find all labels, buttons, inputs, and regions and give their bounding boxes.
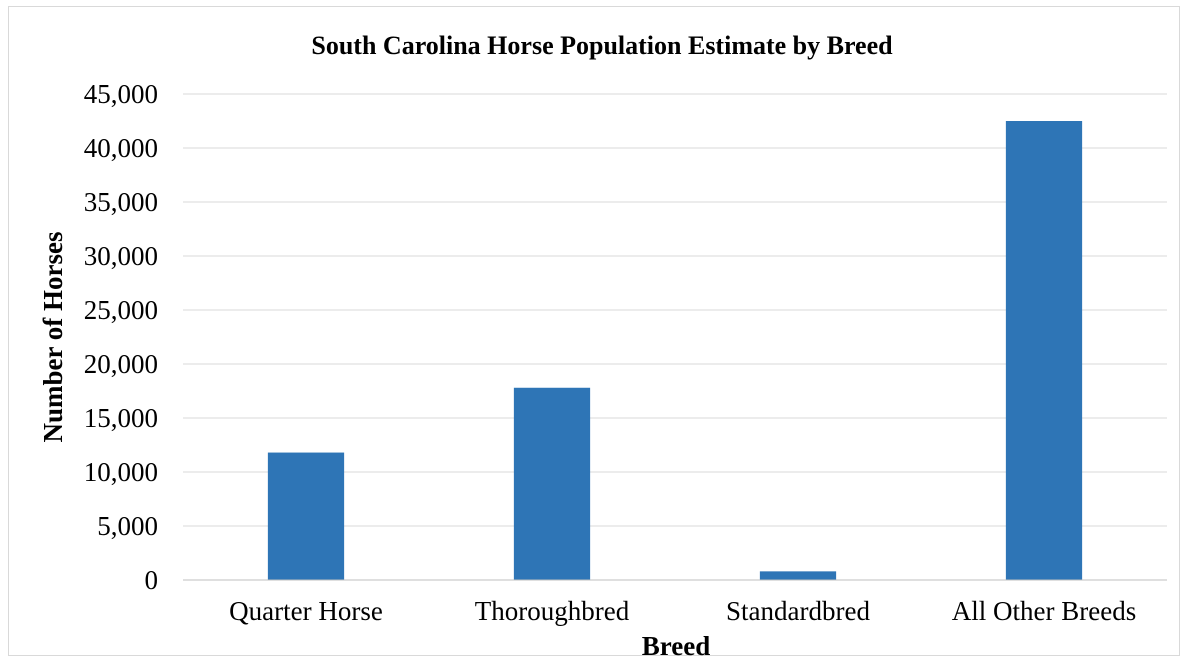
x-tick-label: Quarter Horse <box>229 596 383 626</box>
bar <box>759 571 837 580</box>
chart-frame <box>8 6 1180 656</box>
x-axis-title: Breed <box>642 631 711 661</box>
bar <box>1005 121 1083 580</box>
y-tick-label: 15,000 <box>84 403 158 433</box>
y-tick-label: 45,000 <box>84 79 158 109</box>
gridlines <box>183 93 1167 527</box>
y-tick-label: 5,000 <box>97 511 158 541</box>
y-axis-title: Number of Horses <box>38 232 68 443</box>
bar <box>513 387 591 580</box>
y-tick-label: 35,000 <box>84 187 158 217</box>
y-axis-ticks: 0 5,000 10,000 15,000 20,000 25,000 30,000 35,0… <box>84 79 158 595</box>
y-tick-label: 10,000 <box>84 457 158 487</box>
x-tick-label: All Other Breeds <box>952 596 1136 626</box>
x-tick-label: Thoroughbred <box>475 596 630 626</box>
y-tick-label: 40,000 <box>84 133 158 163</box>
y-tick-label: 30,000 <box>84 241 158 271</box>
x-axis-ticks: Quarter Horse Thoroughbred Standardbred All… <box>229 596 1136 626</box>
chart-title: South Carolina Horse Population Estimate… <box>311 31 893 60</box>
y-tick-label: 20,000 <box>84 349 158 379</box>
x-tick-label: Standardbred <box>726 596 870 626</box>
y-tick-label: 25,000 <box>84 295 158 325</box>
y-tick-label: 0 <box>145 565 159 595</box>
bars <box>267 121 1083 580</box>
bar <box>267 452 345 580</box>
